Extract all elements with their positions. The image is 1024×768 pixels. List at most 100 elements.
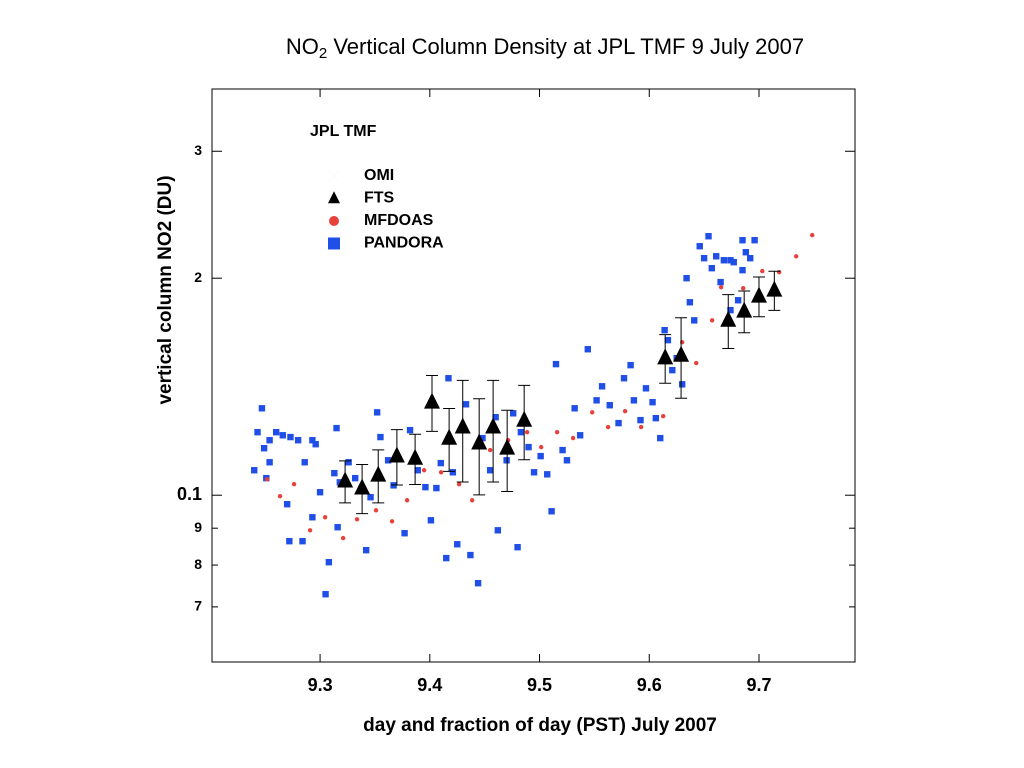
point xyxy=(525,443,532,451)
point xyxy=(739,237,746,244)
point xyxy=(469,498,475,503)
point xyxy=(456,481,462,487)
y-tick-label: 8 xyxy=(194,556,202,572)
point xyxy=(354,478,371,495)
y-tick-label: 2 xyxy=(194,269,202,285)
point xyxy=(485,417,502,434)
point xyxy=(530,469,538,476)
point xyxy=(437,459,444,467)
point xyxy=(736,301,753,318)
point xyxy=(362,546,370,554)
point xyxy=(669,366,676,374)
point xyxy=(373,508,379,513)
point xyxy=(691,317,698,324)
point xyxy=(620,375,628,382)
point xyxy=(424,392,441,409)
point xyxy=(441,428,458,445)
point xyxy=(776,269,782,275)
point xyxy=(283,500,291,508)
point xyxy=(294,437,302,444)
point xyxy=(277,493,283,499)
y-tick-label: 3 xyxy=(194,142,202,158)
point xyxy=(730,258,737,266)
point xyxy=(486,467,494,474)
point xyxy=(538,444,544,450)
point xyxy=(739,266,746,274)
point xyxy=(427,517,435,524)
point xyxy=(637,416,644,424)
point xyxy=(548,508,555,515)
point xyxy=(727,306,734,314)
point xyxy=(627,361,634,369)
point xyxy=(251,467,258,474)
point xyxy=(734,297,742,304)
point xyxy=(433,484,440,492)
point xyxy=(322,515,328,520)
point xyxy=(598,383,606,390)
point xyxy=(622,408,628,414)
x-axis-label: day and fraction of day (PST) July 2007 xyxy=(363,715,717,736)
point xyxy=(462,401,470,408)
point xyxy=(593,397,600,404)
point xyxy=(766,280,783,297)
point xyxy=(563,457,571,464)
point xyxy=(516,410,533,427)
point xyxy=(630,397,638,404)
x-tick-label: 9.6 xyxy=(637,675,662,695)
point xyxy=(254,428,261,436)
legend-marker xyxy=(328,191,340,204)
point xyxy=(351,474,359,482)
point xyxy=(694,360,699,366)
point xyxy=(367,494,374,501)
point xyxy=(474,579,482,587)
point xyxy=(660,414,666,419)
point xyxy=(258,405,266,412)
point xyxy=(299,537,306,545)
point xyxy=(747,254,754,262)
y-tick-label: 7 xyxy=(194,598,202,614)
point xyxy=(333,424,340,432)
title-part: NO xyxy=(286,34,319,59)
legend-label: FTS xyxy=(364,190,395,207)
point xyxy=(696,243,703,250)
point xyxy=(517,428,525,436)
point xyxy=(559,446,566,454)
point xyxy=(760,268,765,274)
point xyxy=(705,233,712,240)
point xyxy=(708,264,716,272)
point xyxy=(422,483,429,491)
x-tick-label: 9.7 xyxy=(746,675,771,695)
point xyxy=(589,161,612,184)
point xyxy=(649,398,656,406)
point xyxy=(570,435,576,441)
point xyxy=(673,345,690,362)
point xyxy=(345,459,352,466)
point xyxy=(503,457,510,464)
point xyxy=(524,429,530,435)
y-tick-label: 0.1 xyxy=(177,484,202,504)
point xyxy=(301,459,308,466)
point xyxy=(571,405,578,412)
point xyxy=(340,535,346,541)
point xyxy=(421,468,427,473)
point xyxy=(576,432,584,439)
point xyxy=(384,457,392,464)
point xyxy=(751,237,758,244)
point xyxy=(287,433,294,441)
point xyxy=(492,413,499,421)
point xyxy=(683,275,690,282)
point xyxy=(793,254,799,259)
point xyxy=(642,385,650,392)
point xyxy=(291,481,297,487)
y-tick-label: 9 xyxy=(194,519,202,535)
x-tick-label: 9.4 xyxy=(417,675,442,695)
point xyxy=(279,432,286,439)
point xyxy=(443,554,450,562)
point xyxy=(449,469,457,476)
point xyxy=(590,410,595,415)
point xyxy=(584,346,592,353)
point xyxy=(510,410,517,417)
point xyxy=(537,452,544,460)
point xyxy=(337,471,354,488)
